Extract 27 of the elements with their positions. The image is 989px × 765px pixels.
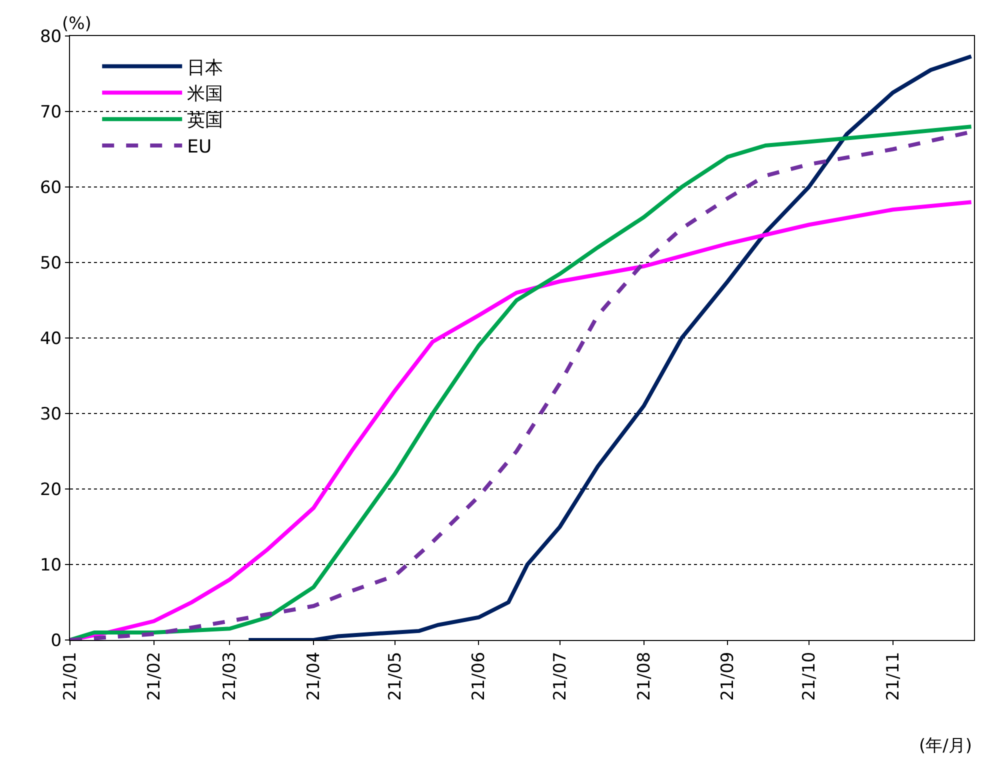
y-tick-label: 10 <box>40 555 62 576</box>
legend-label: 米国 <box>187 84 224 105</box>
x-tick-label: 21/09 <box>718 652 738 701</box>
x-tick-label: 21/10 <box>799 652 820 701</box>
x-tick-label: 21/11 <box>883 652 904 701</box>
x-tick-label: 21/03 <box>220 652 240 701</box>
x-tick-label: 21/08 <box>634 652 654 701</box>
x-tick-label: 21/06 <box>469 652 490 701</box>
text: (%) <box>62 14 92 34</box>
y-tick-label: 40 <box>40 328 62 349</box>
y-tick-label: 70 <box>40 102 62 122</box>
legend-label: EU <box>187 136 212 158</box>
x-tick-label: 21/05 <box>385 652 406 701</box>
text: (年/月) <box>919 736 972 756</box>
x-tick-label: 21/04 <box>304 652 324 701</box>
line-series <box>246 54 974 640</box>
legend-label: 英国 <box>187 110 224 132</box>
y-tick-label: 60 <box>40 178 62 198</box>
x-tick-label: 21/02 <box>144 652 164 701</box>
y-tick-label: 50 <box>40 253 62 274</box>
x-tick-label: 21/07 <box>550 652 570 701</box>
y-tick-label: 80 <box>40 26 62 47</box>
y-tick-label: 0 <box>50 630 62 651</box>
x-tick-label: 21/01 <box>60 652 81 701</box>
y-tick-label: 30 <box>40 404 62 424</box>
legend-label: 日本 <box>187 57 224 78</box>
y-tick-label: 20 <box>40 480 62 500</box>
